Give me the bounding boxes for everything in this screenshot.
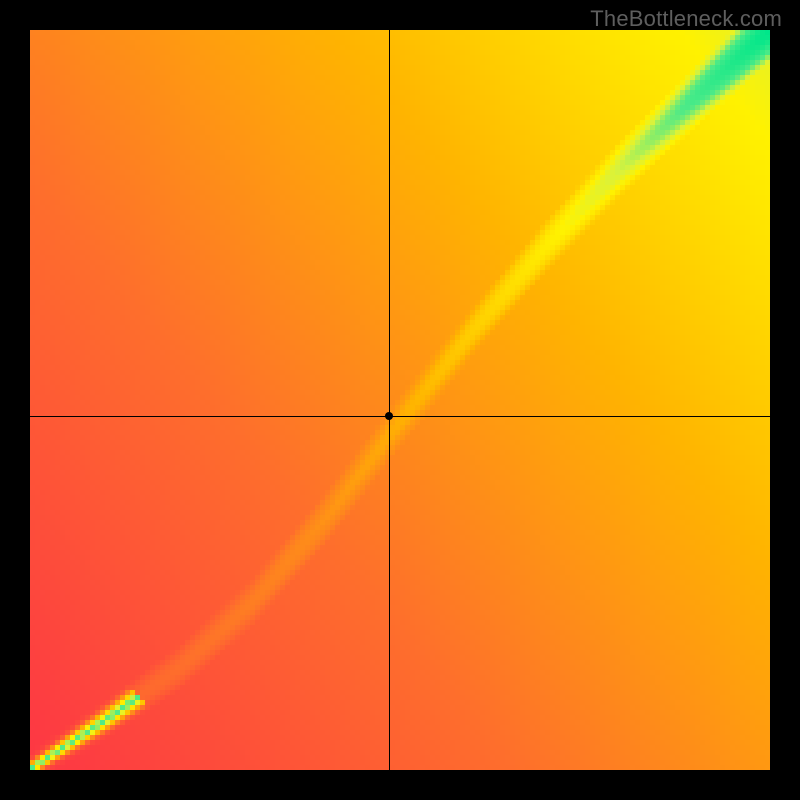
crosshair-horizontal [30,416,770,417]
watermark-text: TheBottleneck.com [590,6,782,32]
crosshair-marker [385,412,393,420]
root-container: TheBottleneck.com [0,0,800,800]
heatmap-canvas [30,30,770,770]
plot-area [30,30,770,770]
crosshair-vertical [389,30,390,770]
